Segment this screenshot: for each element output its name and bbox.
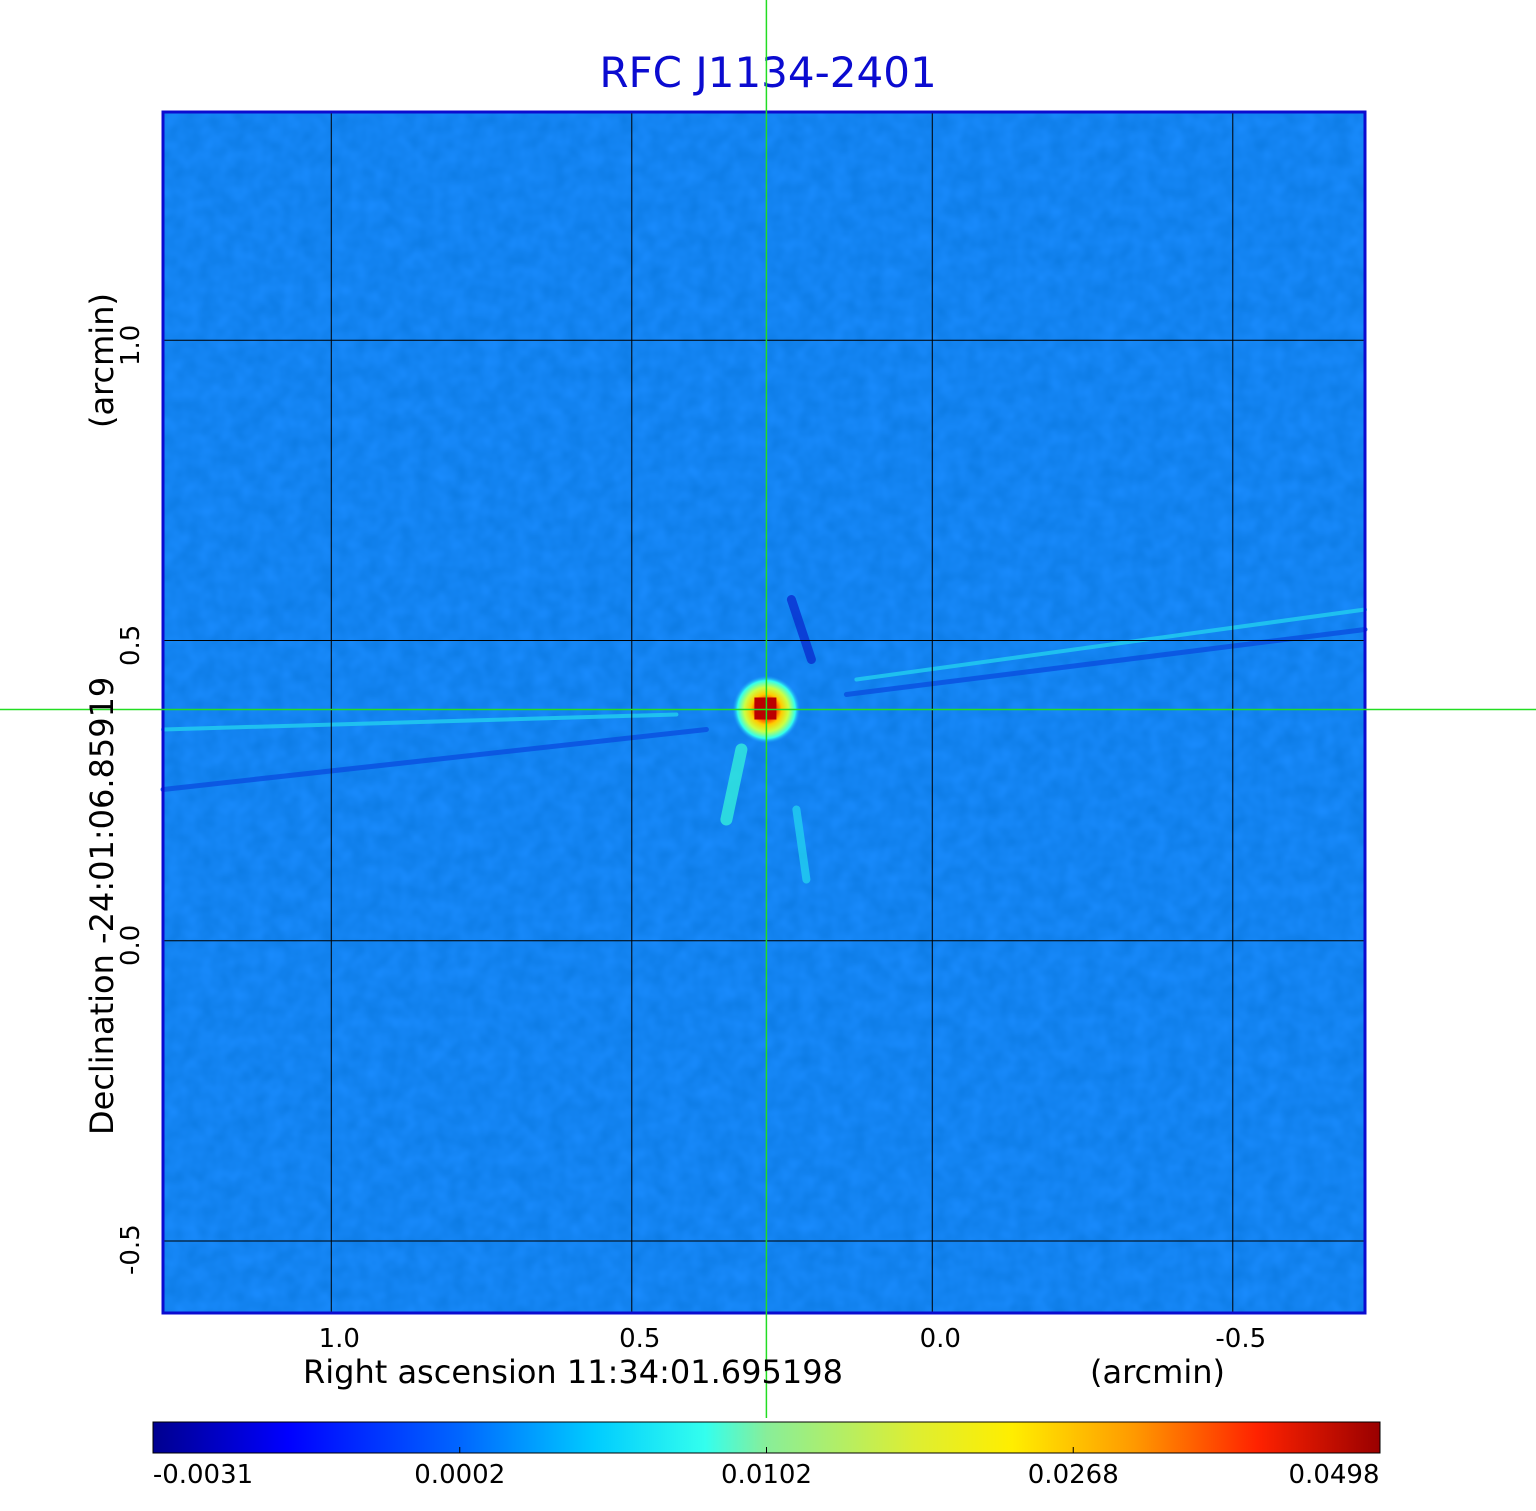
y-axis-label: Declination -24:01:06.85919: [83, 676, 121, 1135]
sidelobe-streak: [854, 607, 1367, 682]
y-tick-label: -0.5: [116, 1224, 146, 1275]
x-tick-label: 1.0: [318, 1324, 360, 1354]
x-tick-label: -0.5: [1215, 1324, 1267, 1354]
source-peak-core: [754, 697, 777, 720]
sidelobe-streak: [161, 712, 679, 732]
x-tick-label: 0.5: [619, 1324, 661, 1354]
grid-lines: [163, 112, 1365, 1313]
colorbar-tick-label: 0.0002: [414, 1460, 506, 1490]
x-axis-label: Right ascension 11:34:01.695198: [303, 1353, 843, 1391]
sidelobe-streak: [160, 726, 709, 792]
plot-border: [161, 110, 1367, 1315]
y-tick-label: 1.0: [116, 324, 146, 366]
colorbar-tick-label: 0.0498: [1288, 1460, 1380, 1490]
plot-frame: [161, 110, 1367, 1315]
x-tick-label: 0.0: [919, 1324, 961, 1354]
sidelobe-streaks: [160, 594, 1368, 884]
colorbar: [152, 1421, 1381, 1454]
chart-title: RFC J1134-2401: [599, 48, 937, 97]
sidelobe-streak: [720, 743, 748, 826]
crosshair: [0, 0, 1536, 1418]
colorbar-tick-label: -0.0031: [152, 1460, 254, 1490]
colorbar-tick-label: 0.0102: [721, 1460, 812, 1490]
x-axis-unit: (arcmin): [1090, 1353, 1225, 1391]
y-tick-label: 0.5: [116, 624, 146, 666]
y-axis-unit: (arcmin): [83, 293, 121, 428]
sidelobe-streak: [792, 805, 811, 884]
sidelobe-streak: [786, 594, 816, 664]
y-tick-label: 0.0: [116, 924, 146, 967]
colorbar-tick-label: 0.0268: [1027, 1460, 1119, 1490]
